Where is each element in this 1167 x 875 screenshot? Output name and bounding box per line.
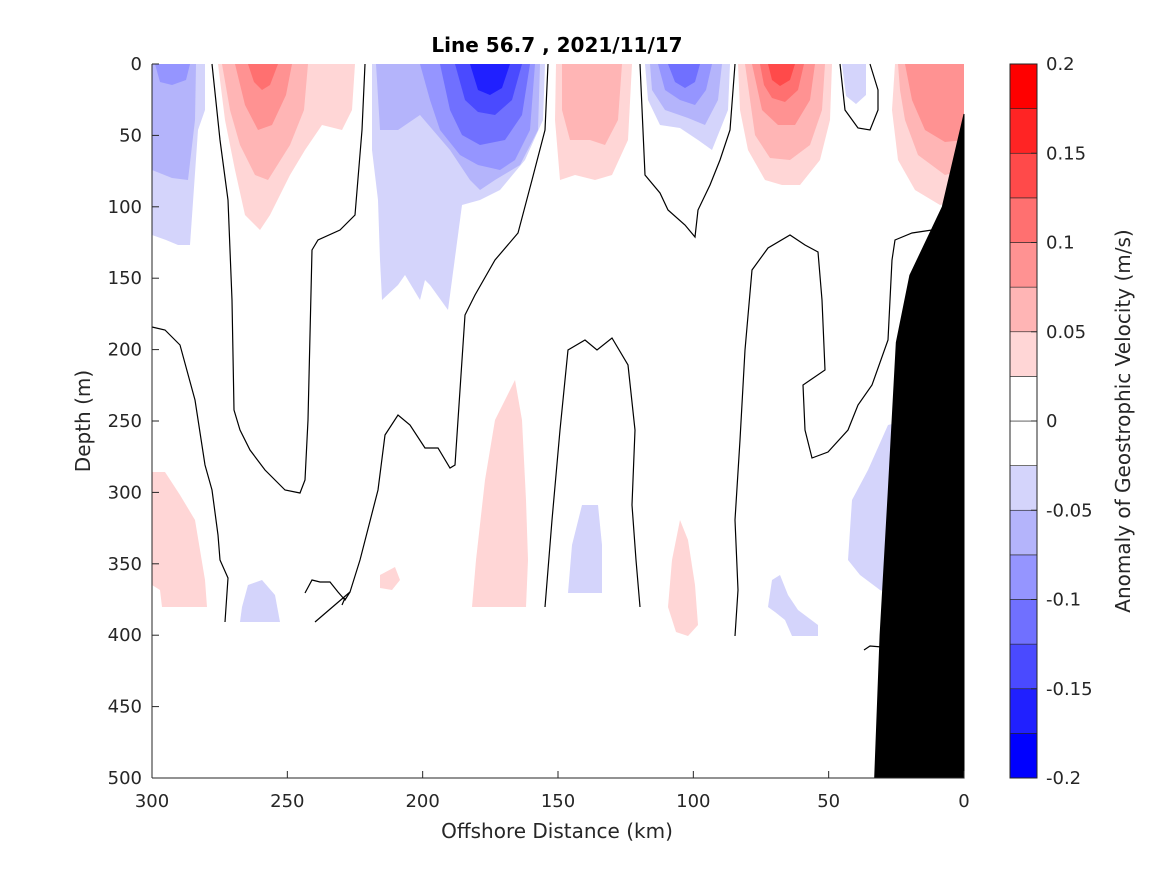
y-tick-label: 150 [108,268,142,289]
colorbar-swatch [1009,63,1038,109]
x-axis-label: Offshore Distance (km) [441,819,673,843]
colorbar-tick-label: 0.1 [1046,233,1075,254]
y-tick-label: 400 [108,625,142,646]
colorbar-tick-label: -0.05 [1046,500,1093,521]
y-tick-label: 250 [108,411,142,432]
y-axis: 0 50 100 150 200 250 300 350 400 450 500 [108,54,159,789]
x-tick-label: 300 [135,791,169,812]
colorbar-tick-label: 0.05 [1046,322,1086,343]
colorbar-swatch [1009,643,1038,690]
chart-title: Line 56.7 , 2021/11/17 [431,33,682,57]
colorbar-tick-label: 0.2 [1046,54,1075,75]
anomaly-fills [152,64,964,636]
colorbar-tick-label: -0.2 [1046,768,1081,789]
colorbar-label: Anomaly of Geostrophic Velocity (m/s) [1111,229,1135,612]
colorbar-swatch [1009,197,1038,243]
y-tick-label: 100 [108,197,142,218]
x-tick-label: 200 [405,791,439,812]
zero-contours [151,63,941,651]
y-tick-label: 200 [108,340,142,361]
y-axis-label: Depth (m) [71,370,95,472]
colorbar-swatch [1009,688,1038,734]
colorbar-swatch [1009,286,1038,333]
x-axis: 300 250 200 150 100 50 0 [135,771,970,812]
colorbar-swatch [1009,331,1038,377]
x-tick-label: 100 [676,791,710,812]
colorbar-swatch [1009,152,1038,199]
x-tick-label: 50 [817,791,840,812]
colorbar-swatch [1009,509,1038,556]
y-tick-label: 350 [108,554,142,575]
colorbar-swatch [1009,733,1038,779]
colorbar-tick-label: 0 [1046,411,1057,432]
colorbar: 0.2 0.15 0.1 0.05 0 -0.05 -0.1 -0.15 -0.2 Anomal… [1009,54,1135,789]
colorbar-swatch [1009,376,1038,422]
plot-area: 300 250 200 150 100 50 0 050100150200250300350… [108,54,970,812]
colorbar-swatch [1009,420,1038,466]
x-tick-label: 0 [958,791,969,812]
y-tick-label: 450 [108,697,142,718]
plot-background [152,64,964,778]
colorbar-swatch [1009,465,1038,511]
x-tick-label: 250 [270,791,304,812]
colorbar-swatch [1009,554,1038,600]
colorbar-ticks: 0.2 0.15 0.1 0.05 0 -0.05 -0.1 -0.15 -0.2 [1031,54,1093,789]
colorbar-swatch [1009,108,1038,154]
colorbar-swatch [1009,599,1038,645]
y-tick-label: 300 [108,482,142,503]
x-tick-label: 150 [541,791,575,812]
y-tick-label: 50 [119,125,142,146]
colorbar-tick-label: -0.1 [1046,590,1081,611]
y-tick-label: 500 [108,768,142,789]
colorbar-tick-label: -0.15 [1046,679,1093,700]
colorbar-swatches [1009,63,1038,779]
colorbar-swatch [1009,242,1038,288]
colorbar-tick-label: 0.15 [1046,143,1086,164]
y-tick-label: 0 [131,54,142,75]
